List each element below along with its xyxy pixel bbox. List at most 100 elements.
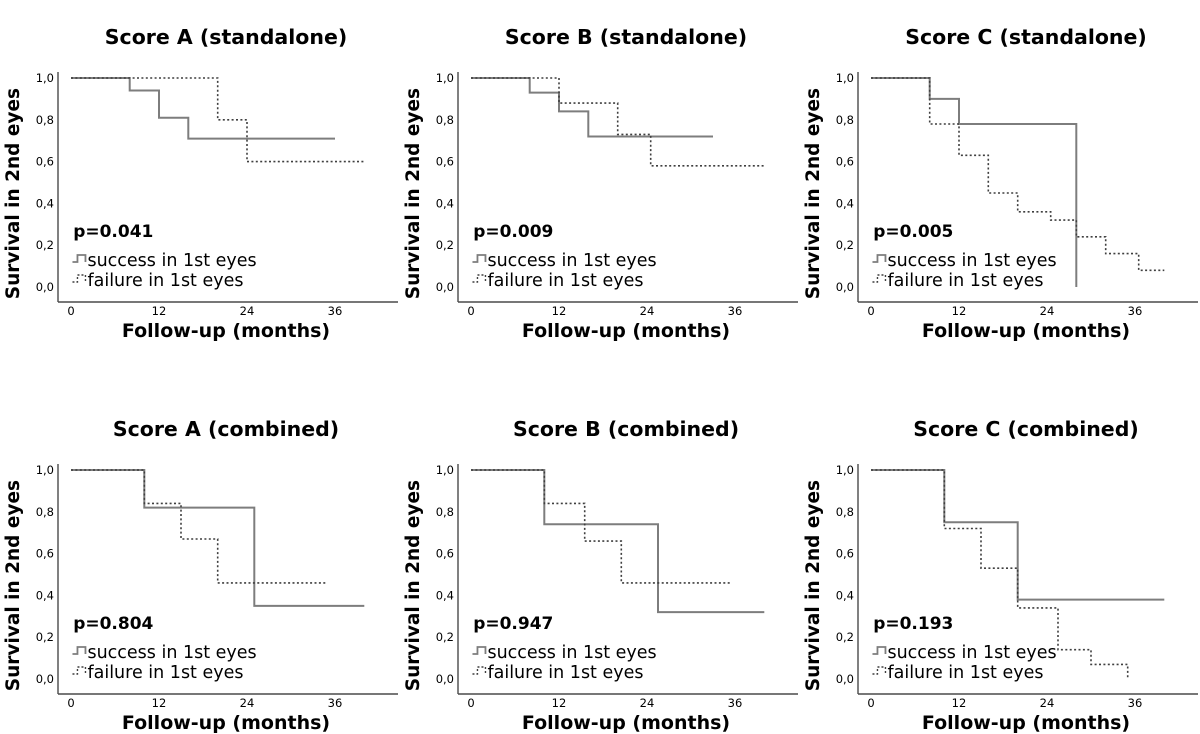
chart-title: Score A (combined) — [112, 417, 340, 441]
p-value-label: p=0.005 — [873, 222, 953, 242]
y-tick-label: 1,0 — [436, 71, 454, 85]
km-plot-score-c-standalone: 0,0 0,2 0,4 0,6 0,8 1,0 0 12 24 36 p=0.005 success … — [836, 71, 1198, 318]
x-tick-label: 12 — [152, 696, 167, 710]
y-tick-label: 0,4 — [836, 196, 854, 210]
x-axis-label: Follow-up (months) — [121, 712, 331, 734]
x-tick-label: 0 — [867, 696, 874, 710]
km-plot-score-b-combined: 0,0 0,2 0,4 0,6 0,8 1,0 0 12 24 36 p=0.947 success … — [436, 463, 798, 710]
x-tick-label: 24 — [640, 696, 655, 710]
legend-failure-label: failure in 1st eyes — [87, 663, 243, 683]
km-panel-score-a-standalone: Score A (standalone) Survival in 2nd eye… — [0, 6, 400, 342]
km-plot-score-a-standalone: 0,0 0,2 0,4 0,6 0,8 1,0 0 12 24 36 p=0.041 success … — [36, 71, 398, 318]
x-axis-label: Follow-up (months) — [121, 320, 331, 342]
y-tick-label: 0,2 — [36, 630, 54, 644]
legend-success-glyph-icon — [72, 254, 87, 263]
legend-failure-label: failure in 1st eyes — [887, 663, 1043, 683]
y-axis-label: Survival in 2nd eyes — [802, 88, 824, 300]
x-tick-label: 24 — [240, 696, 255, 710]
p-value-label: p=0.193 — [873, 614, 953, 634]
y-tick-label: 0,2 — [436, 238, 454, 252]
y-tick-label: 0,8 — [836, 113, 854, 127]
survival-curve-failure — [871, 469, 1129, 679]
y-tick-label: 0,6 — [836, 547, 854, 561]
km-plot-score-c-combined: 0,0 0,2 0,4 0,6 0,8 1,0 0 12 24 36 p=0.193 success … — [836, 463, 1198, 710]
x-tick-label: 0 — [467, 696, 474, 710]
legend-failure-glyph-icon — [72, 666, 87, 675]
y-tick-label: 0,6 — [36, 547, 54, 561]
legend-failure-label: failure in 1st eyes — [487, 663, 643, 683]
x-tick-label: 36 — [728, 304, 743, 318]
chart-title: Score C (combined) — [913, 417, 1139, 441]
y-tick-label: 0,2 — [836, 630, 854, 644]
y-tick-label: 0,6 — [436, 155, 454, 169]
y-tick-label: 0,2 — [836, 238, 854, 252]
legend-success-label: success in 1st eyes — [887, 251, 1056, 271]
y-tick-label: 0,0 — [36, 280, 54, 294]
x-axis-label: Follow-up (months) — [921, 320, 1131, 342]
x-axis-label: Follow-up (months) — [521, 320, 731, 342]
x-tick-label: 12 — [552, 696, 567, 710]
x-tick-label: 12 — [152, 304, 167, 318]
legend-success-glyph-icon — [872, 646, 887, 655]
survival-curve-success — [471, 469, 765, 614]
p-value-label: p=0.041 — [73, 222, 153, 242]
y-axis-label: Survival in 2nd eyes — [2, 88, 24, 300]
survival-curve-failure — [871, 77, 1165, 272]
x-tick-label: 0 — [67, 304, 74, 318]
y-tick-label: 0,2 — [436, 630, 454, 644]
x-tick-label: 12 — [952, 304, 967, 318]
p-value-label: p=0.947 — [473, 614, 553, 634]
y-tick-label: 0,8 — [436, 113, 454, 127]
p-value-label: p=0.804 — [73, 614, 153, 634]
y-tick-label: 0,2 — [36, 238, 54, 252]
x-tick-label: 0 — [67, 696, 74, 710]
km-panel-score-c-combined: Score C (combined) Survival in 2nd eyes … — [800, 398, 1200, 734]
y-tick-label: 1,0 — [836, 71, 854, 85]
y-tick-label: 0,6 — [36, 155, 54, 169]
legend-failure-glyph-icon — [72, 274, 87, 283]
y-tick-label: 1,0 — [36, 463, 54, 477]
km-panel-score-a-combined: Score A (combined) Survival in 2nd eyes … — [0, 398, 400, 734]
survival-curve-success — [871, 469, 1165, 601]
legend-failure-label: failure in 1st eyes — [487, 271, 643, 291]
legend-success-glyph-icon — [472, 646, 487, 655]
x-tick-label: 36 — [328, 696, 343, 710]
legend-failure-glyph-icon — [872, 274, 887, 283]
chart-title: Score B (standalone) — [504, 25, 748, 49]
chart-title: Score B (combined) — [512, 417, 740, 441]
legend-success-label: success in 1st eyes — [487, 251, 656, 271]
legend-failure-label: failure in 1st eyes — [887, 271, 1043, 291]
y-tick-label: 0,8 — [436, 505, 454, 519]
y-tick-label: 0,6 — [836, 155, 854, 169]
x-tick-label: 24 — [240, 304, 255, 318]
y-axis-label: Survival in 2nd eyes — [402, 88, 424, 300]
y-tick-label: 0,6 — [436, 547, 454, 561]
x-tick-label: 36 — [1128, 304, 1143, 318]
y-axis-label: Survival in 2nd eyes — [402, 480, 424, 692]
km-plot-score-b-standalone: 0,0 0,2 0,4 0,6 0,8 1,0 0 12 24 36 p=0.009 success … — [436, 71, 798, 318]
y-axis-label: Survival in 2nd eyes — [802, 480, 824, 692]
x-tick-label: 0 — [867, 304, 874, 318]
y-tick-label: 0,0 — [836, 672, 854, 686]
p-value-label: p=0.009 — [473, 222, 553, 242]
y-tick-label: 0,4 — [36, 196, 54, 210]
x-tick-label: 24 — [1040, 304, 1055, 318]
x-axis-label: Follow-up (months) — [921, 712, 1131, 734]
legend-success-glyph-icon — [72, 646, 87, 655]
y-tick-label: 0,0 — [436, 280, 454, 294]
km-panel-score-b-combined: Score B (combined) Survival in 2nd eyes … — [400, 398, 800, 734]
x-tick-label: 24 — [1040, 696, 1055, 710]
legend-success-glyph-icon — [872, 254, 887, 263]
x-tick-label: 36 — [328, 304, 343, 318]
legend-success-label: success in 1st eyes — [887, 643, 1056, 663]
y-tick-label: 0,8 — [36, 505, 54, 519]
y-tick-label: 0,4 — [36, 588, 54, 602]
survival-curve-failure — [471, 77, 765, 167]
legend-success-label: success in 1st eyes — [87, 251, 256, 271]
survival-curve-failure — [71, 469, 328, 584]
km-plot-score-a-combined: 0,0 0,2 0,4 0,6 0,8 1,0 0 12 24 36 p=0.804 success … — [36, 463, 398, 710]
y-tick-label: 0,4 — [836, 588, 854, 602]
legend-success-glyph-icon — [472, 254, 487, 263]
x-tick-label: 36 — [728, 696, 743, 710]
